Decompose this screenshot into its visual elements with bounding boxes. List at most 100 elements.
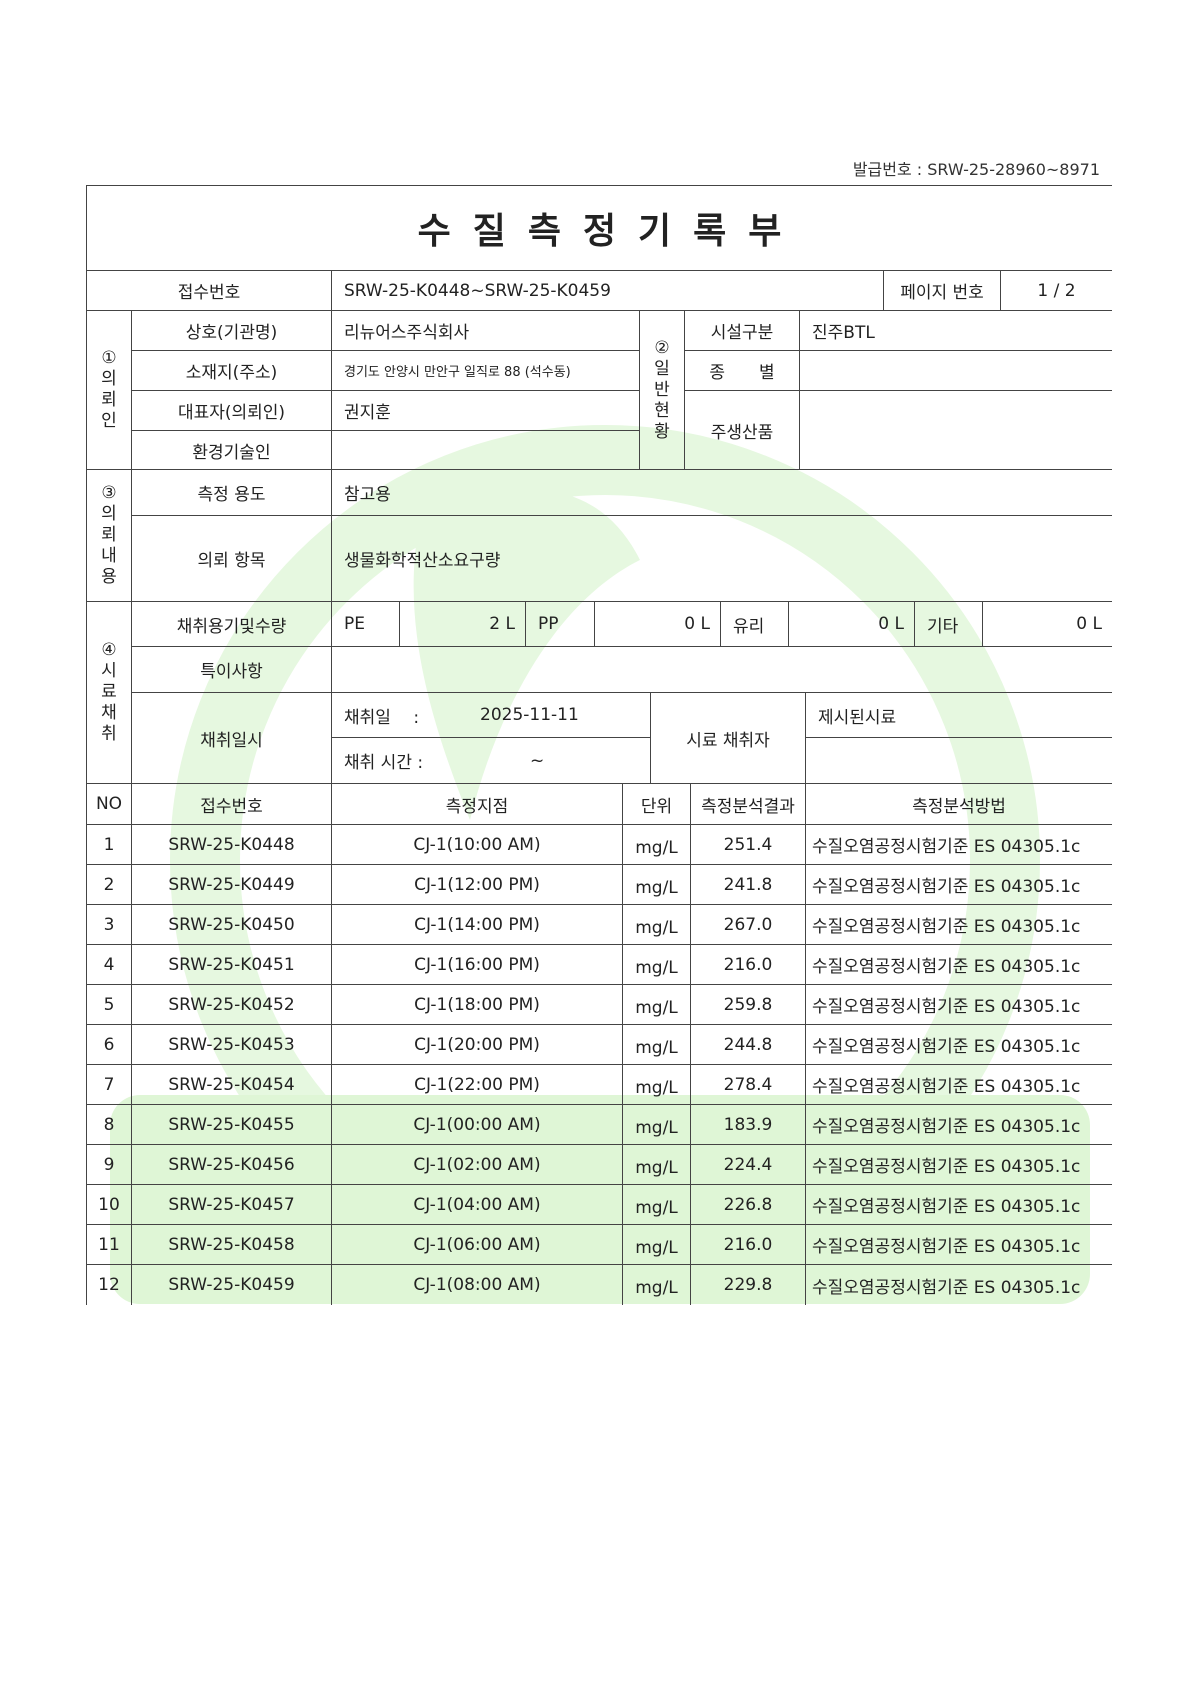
row-result: 259.8	[691, 985, 806, 1025]
section-label-char: 인	[101, 411, 117, 431]
page-number-value: 1 / 2	[1001, 271, 1112, 311]
row-receipt-number: SRW-25-K0455	[132, 1105, 332, 1145]
row-method: 수질오염공정시험기준 ES 04305.1c	[806, 1105, 1112, 1145]
row-unit: mg/L	[623, 1265, 691, 1305]
row-receipt-number: SRW-25-K0458	[132, 1225, 332, 1265]
remarks-label: 특이사항	[132, 647, 332, 693]
engineer-label: 환경기술인	[132, 431, 332, 470]
remarks-value	[332, 647, 1112, 693]
section-label-char: 취	[101, 724, 117, 744]
row-no: 11	[87, 1225, 132, 1265]
row-receipt-number: SRW-25-K0457	[132, 1185, 332, 1225]
row-method: 수질오염공정시험기준 ES 04305.1c	[812, 1277, 1081, 1298]
header-result: 측정분석결과	[691, 784, 806, 825]
row-location: CJ-1(22:00 PM)	[332, 1065, 623, 1105]
row-unit: mg/L	[623, 1145, 691, 1185]
row-receipt-number: SRW-25-K0449	[132, 865, 332, 905]
sampling-time-value: ~	[530, 750, 545, 771]
row-result: 216.0	[691, 945, 806, 985]
address-value: 경기도 안양시 만안구 일직로 88 (석수동)	[332, 351, 640, 391]
sampling-date: 채취일 : 2025-11-11	[332, 693, 651, 738]
container-type-glass: 유리	[721, 602, 789, 647]
request-items-value: 생물화학적산소요구량	[332, 516, 1112, 602]
request-items-label: 의뢰 항목	[132, 516, 332, 602]
row-no: 1	[87, 825, 132, 865]
row-location: CJ-1(00:00 AM)	[332, 1105, 623, 1145]
row-unit: mg/L	[623, 1185, 691, 1225]
company-label: 상호(기관명)	[132, 311, 332, 351]
container-type-pe: PE	[332, 602, 400, 647]
sampler-extra	[806, 738, 1112, 784]
section-label-char: 료	[101, 682, 117, 702]
type-label: 종 별	[685, 351, 800, 391]
page-number-label: 페이지 번호	[884, 271, 1001, 311]
sampling-time-label: 채취 시간 :	[344, 753, 424, 773]
section-label-char: ④	[101, 640, 117, 660]
row-method: 수질오염공정시험기준 ES 04305.1c	[806, 945, 1112, 985]
row-result: 183.9	[691, 1105, 806, 1145]
row-location: CJ-1(10:00 AM)	[332, 825, 623, 865]
receipt-value: SRW-25-K0448~SRW-25-K0459	[332, 271, 884, 311]
row-unit: mg/L	[623, 1025, 691, 1065]
row-result: 229.8	[691, 1265, 806, 1305]
row-method: 수질오염공정시험기준 ES 04305.1c	[806, 1145, 1112, 1185]
row-no: 2	[87, 865, 132, 905]
section-label-char: ①	[101, 348, 117, 368]
row-method: 수질오염공정시험기준 ES 04305.1c	[806, 1225, 1112, 1265]
row-no: 4	[87, 945, 132, 985]
row-unit: mg/L	[623, 945, 691, 985]
row-receipt-number: SRW-25-K0459	[132, 1265, 332, 1305]
water-quality-record: 수질측정기록부 접수번호 SRW-25-K0448~SRW-25-K0459 페…	[86, 185, 1112, 1305]
purpose-label: 측정 용도	[132, 470, 332, 516]
container-qty-pp: 0 L	[595, 602, 721, 647]
row-unit: mg/L	[623, 905, 691, 945]
section-label-char: 의	[101, 369, 117, 389]
section-label-char: 반	[654, 379, 670, 400]
row-location: CJ-1(12:00 PM)	[332, 865, 623, 905]
header-no: NO	[87, 784, 132, 825]
issue-number: 발급번호 : SRW-25-28960~8971	[852, 160, 1100, 179]
container-type-pp: PP	[526, 602, 595, 647]
row-no: 5	[87, 985, 132, 1025]
row-receipt-number: SRW-25-K0453	[132, 1025, 332, 1065]
row-result: 244.8	[691, 1025, 806, 1065]
sampler-label: 시료 채취자	[651, 693, 806, 784]
container-qty-glass: 0 L	[789, 602, 915, 647]
sampling-time: 채취 시간 : ~	[332, 738, 651, 784]
section-label-char: 일	[654, 358, 670, 379]
row-method: 수질오염공정시험기준 ES 04305.1c	[806, 1065, 1112, 1105]
product-label: 주생산품	[685, 391, 800, 470]
section-label-char: 채	[101, 703, 117, 723]
sampling-datetime-label: 채취일시	[132, 693, 332, 784]
row-unit: mg/L	[623, 985, 691, 1025]
row-method: 수질오염공정시험기준 ES 04305.1c	[806, 1185, 1112, 1225]
representative-value: 권지훈	[332, 391, 640, 431]
row-method: 수질오염공정시험기준 ES 04305.1c	[806, 985, 1112, 1025]
row-location: CJ-1(14:00 PM)	[332, 905, 623, 945]
row-location: CJ-1(06:00 AM)	[332, 1225, 623, 1265]
row-result: 226.8	[691, 1185, 806, 1225]
container-qty-other: 0 L	[983, 602, 1112, 647]
header-receipt-number: 접수번호	[132, 784, 332, 825]
row-no: 7	[87, 1065, 132, 1105]
section-label-char: 내	[101, 546, 117, 566]
section-label-char: 현	[654, 400, 670, 421]
section-label-char: 황	[654, 421, 670, 442]
row-unit: mg/L	[623, 1105, 691, 1145]
row-no: 12	[87, 1265, 132, 1305]
section-label-char: 뢰	[101, 525, 117, 545]
row-method: 수질오염공정시험기준 ES 04305.1c	[806, 905, 1112, 945]
row-method: 수질오염공정시험기준 ES 04305.1c	[806, 865, 1112, 905]
row-receipt-number: SRW-25-K0452	[132, 985, 332, 1025]
row-receipt-number: SRW-25-K0451	[132, 945, 332, 985]
row-unit: mg/L	[623, 825, 691, 865]
purpose-value: 참고용	[332, 470, 1112, 516]
row-location: CJ-1(20:00 PM)	[332, 1025, 623, 1065]
row-result: 278.4	[691, 1065, 806, 1105]
section-label-char: 뢰	[101, 390, 117, 410]
container-qty-pe: 2 L	[400, 602, 526, 647]
container-type-other: 기타	[915, 602, 983, 647]
